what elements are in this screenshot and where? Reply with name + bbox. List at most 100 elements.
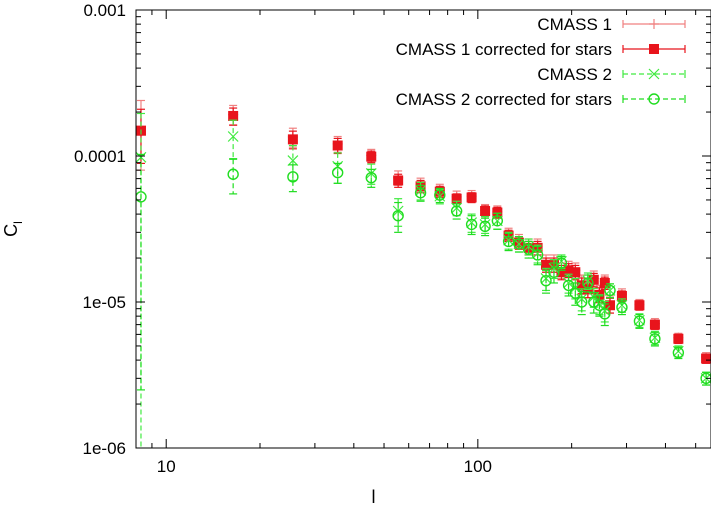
data-point [700, 372, 711, 385]
data-point [479, 220, 491, 232]
data-point [466, 217, 478, 228]
data-point [541, 259, 552, 270]
data-point [287, 155, 299, 167]
y-tick-label: 1e-05 [83, 293, 126, 312]
error-bar [333, 162, 342, 184]
data-point [649, 319, 660, 330]
error-bar [288, 164, 297, 193]
data-point [466, 192, 477, 203]
y-axis-title: Cl [1, 221, 25, 237]
y-tick-label: 1e-06 [83, 439, 126, 458]
data-point [604, 284, 616, 297]
error-bar [136, 153, 145, 391]
x-tick-label: 10 [157, 457, 176, 476]
y-tick-label: 0.001 [83, 1, 126, 20]
data-point [513, 238, 525, 250]
legend-item: CMASS 1 corrected for stars [396, 40, 686, 59]
data-point [465, 218, 478, 231]
x-tick-label: 100 [464, 457, 492, 476]
data-point [588, 274, 599, 285]
data-point [366, 151, 377, 162]
data-point [540, 274, 552, 287]
series-2 [136, 107, 711, 364]
series-layer [136, 99, 711, 448]
data-point [548, 266, 560, 278]
data-point [523, 241, 535, 252]
data-point [599, 308, 611, 320]
data-point [434, 189, 446, 201]
data-point [365, 172, 377, 184]
data-point [227, 168, 239, 180]
x-axis-title: l [372, 487, 376, 507]
data-point [480, 206, 491, 217]
data-point [227, 131, 239, 142]
y-axis-title-subscript: l [11, 221, 25, 224]
legend-label: CMASS 1 corrected for stars [396, 40, 612, 59]
legend-marker [649, 19, 659, 29]
data-point [569, 287, 582, 299]
series-4 [136, 153, 711, 391]
legend-marker [648, 93, 660, 105]
data-point [555, 257, 568, 269]
legend-item: CMASS 1 [537, 15, 686, 34]
data-point [599, 277, 610, 288]
data-point [576, 296, 588, 308]
data-point [570, 267, 581, 278]
data-point [582, 277, 594, 289]
data-point [522, 243, 535, 255]
error-bar [136, 112, 145, 448]
data-point [701, 353, 711, 364]
data-point [228, 110, 239, 121]
data-point [492, 207, 503, 218]
data-point [415, 185, 426, 196]
error-bar [229, 119, 238, 160]
error-bar [394, 201, 403, 233]
legend-label: CMASS 2 [537, 65, 612, 84]
data-point [136, 191, 147, 203]
error-bar [600, 303, 609, 327]
data-point [332, 140, 343, 151]
data-point [563, 277, 574, 289]
legend-marker [648, 68, 660, 80]
ticks-layer: 0.001 0.0001 1e-05 1e-06 10 100 [74, 1, 711, 476]
series-1 [136, 99, 711, 363]
data-point [599, 305, 611, 317]
data-point [649, 333, 661, 345]
data-point [634, 300, 645, 311]
data-point [593, 298, 605, 310]
data-point [563, 265, 574, 276]
data-point [287, 134, 298, 145]
legend-label: CMASS 2 corrected for stars [396, 90, 612, 109]
data-point [513, 237, 524, 248]
legend-label: CMASS 1 [537, 15, 612, 34]
data-point [672, 346, 685, 359]
data-point [451, 193, 462, 204]
data-point [479, 218, 491, 230]
data-point [450, 205, 463, 217]
data-point [576, 293, 588, 305]
data-point [604, 300, 615, 311]
data-point [491, 215, 504, 227]
data-point [588, 296, 600, 308]
legend-marker [649, 44, 659, 54]
legend-item: CMASS 2 corrected for stars [396, 90, 686, 109]
data-point [673, 333, 684, 344]
data-point [532, 248, 544, 259]
y-axis-title-main: C [1, 224, 21, 237]
data-point [556, 267, 567, 278]
plot-frame [135, 9, 711, 449]
legend: CMASS 1 CMASS 1 corrected for stars CMASS … [396, 15, 686, 109]
data-point [576, 280, 587, 291]
data-point [582, 275, 594, 287]
legend-item: CMASS 2 [537, 65, 686, 84]
data-point [393, 175, 404, 186]
data-point [616, 290, 627, 301]
data-point [562, 279, 575, 292]
data-point [392, 210, 404, 222]
y-tick-label: 0.0001 [74, 147, 126, 166]
data-point [633, 315, 646, 327]
error-bar [589, 291, 598, 314]
data-point [616, 301, 628, 313]
